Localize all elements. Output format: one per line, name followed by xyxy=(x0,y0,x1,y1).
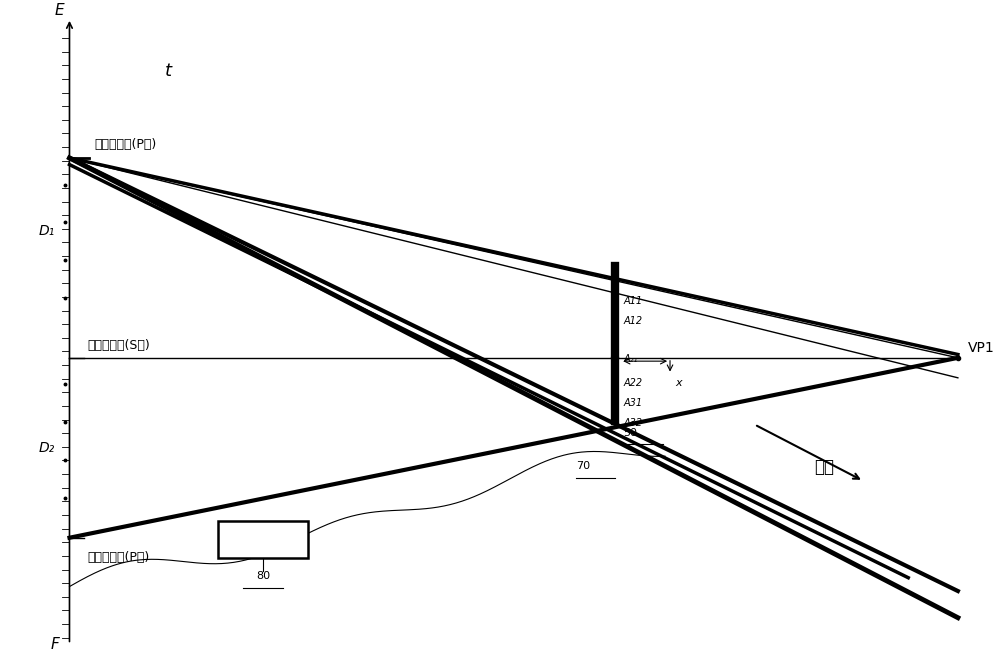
Text: E: E xyxy=(55,3,65,18)
Text: A12: A12 xyxy=(623,316,642,326)
Text: 70: 70 xyxy=(576,461,590,471)
Text: 子屏２虚像(S态): 子屏２虚像(S态) xyxy=(87,340,150,352)
Text: A32: A32 xyxy=(623,418,642,428)
Text: A31: A31 xyxy=(623,398,642,408)
Bar xyxy=(218,521,308,558)
Text: D₂: D₂ xyxy=(38,441,55,455)
Text: 50: 50 xyxy=(623,428,637,437)
Text: A11: A11 xyxy=(623,296,642,306)
Text: D₁: D₁ xyxy=(38,224,55,238)
Text: A₂₁: A₂₁ xyxy=(623,354,638,364)
Text: 子屏１虚像(P态): 子屏１虚像(P态) xyxy=(94,138,157,151)
Text: t: t xyxy=(165,62,172,81)
Text: 80: 80 xyxy=(256,571,270,581)
Text: VP1: VP1 xyxy=(968,341,995,355)
Text: A22: A22 xyxy=(623,378,642,388)
Text: 噪声: 噪声 xyxy=(814,458,834,476)
Text: 子屏３虚像(P态): 子屏３虚像(P态) xyxy=(87,551,150,564)
Text: x: x xyxy=(675,378,682,388)
Text: F: F xyxy=(51,637,60,652)
